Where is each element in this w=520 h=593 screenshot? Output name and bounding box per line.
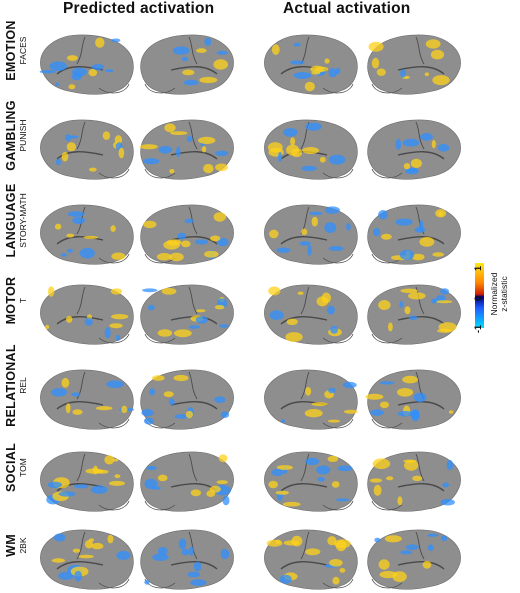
predicted-right-hemisphere-relational	[140, 369, 234, 430]
actual-left-hemisphere-relational	[264, 369, 358, 430]
colorbar-label-line1: Normalized	[489, 272, 499, 316]
actual-right-hemisphere-language	[367, 204, 461, 265]
colorbar-min-tick: -1	[473, 324, 483, 333]
predicted-left-hemisphere-language	[40, 204, 134, 265]
contrast-name: T	[18, 297, 28, 304]
task-name: SOCIAL	[3, 442, 18, 493]
task-name: RELATIONAL	[3, 344, 18, 427]
contrast-name: REL	[18, 377, 28, 394]
actual-right-hemisphere-motor	[367, 284, 461, 345]
actual-left-hemisphere-language	[264, 204, 358, 265]
predicted-right-hemisphere-social	[140, 451, 234, 512]
predicted-left-hemisphere-wm	[40, 529, 134, 590]
actual-right-hemisphere-wm	[367, 529, 461, 590]
predicted-right-hemisphere-emotion	[140, 34, 234, 95]
colorbar-label-line2: z-statistic	[499, 276, 509, 312]
row-label-gambling: GAMBLING PUNISH	[3, 88, 29, 183]
predicted-right-hemisphere-language	[140, 204, 234, 265]
predicted-left-hemisphere-motor	[40, 284, 134, 345]
actual-right-hemisphere-relational	[365, 369, 461, 430]
predicted-right-hemisphere-motor	[140, 284, 234, 345]
colorbar-gradient	[475, 263, 484, 328]
predicted-left-hemisphere-emotion	[39, 34, 134, 95]
row-label-emotion: EMOTION FACES	[3, 3, 29, 98]
contrast-name: FACES	[18, 36, 28, 65]
actual-left-hemisphere-gambling	[264, 119, 358, 180]
actual-right-hemisphere-emotion	[367, 34, 461, 95]
row-label-motor: MOTOR T	[3, 253, 29, 348]
predicted-right-hemisphere-gambling	[139, 119, 234, 180]
colorbar-max-tick: 1	[473, 265, 483, 271]
actual-left-hemisphere-emotion	[264, 34, 358, 95]
row-label-relational: RELATIONAL REL	[3, 338, 29, 433]
task-name: GAMBLING	[3, 100, 18, 171]
actual-left-hemisphere-social	[264, 451, 358, 512]
task-name: MOTOR	[3, 276, 18, 325]
row-label-wm: WM 2BK	[3, 498, 29, 593]
contrast-name: TOM	[18, 458, 28, 477]
contrast-name: 2BK	[18, 537, 28, 554]
task-name: LANGUAGE	[3, 183, 18, 258]
predicted-right-hemisphere-wm	[140, 529, 234, 590]
task-name: EMOTION	[3, 20, 18, 81]
colorbar: 1 0 -1 Normalized z-statistic	[473, 259, 518, 333]
predicted-left-hemisphere-gambling	[40, 119, 134, 180]
colorbar-label: Normalized z-statistic	[489, 259, 509, 329]
predicted-activation-heading: Predicted activation	[63, 0, 215, 17]
contrast-name: PUNISH	[18, 119, 28, 152]
predicted-left-hemisphere-relational	[40, 369, 135, 430]
colorbar-mid-tick: 0	[473, 295, 483, 301]
actual-right-hemisphere-social	[367, 451, 461, 512]
actual-left-hemisphere-motor	[264, 284, 358, 345]
actual-right-hemisphere-gambling	[367, 119, 461, 180]
task-name: WM	[3, 534, 18, 557]
predicted-left-hemisphere-social	[40, 451, 134, 512]
actual-left-hemisphere-wm	[264, 529, 358, 590]
actual-activation-heading: Actual activation	[283, 0, 411, 17]
contrast-name: STORY-MATH	[18, 193, 28, 248]
